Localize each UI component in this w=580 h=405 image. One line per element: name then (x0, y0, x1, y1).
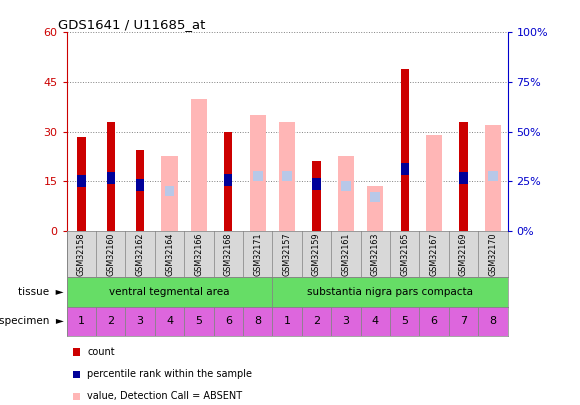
Text: 8: 8 (254, 316, 261, 326)
Text: 5: 5 (195, 316, 202, 326)
Bar (426, 135, 442, 231)
Bar (107, 172, 115, 184)
Text: ventral tegmental area: ventral tegmental area (109, 287, 230, 297)
Text: percentile rank within the sample: percentile rank within the sample (87, 369, 252, 379)
Bar (67, 307, 96, 336)
Text: substantia nigra pars compacta: substantia nigra pars compacta (307, 287, 473, 297)
Bar (107, 122, 115, 231)
Bar (67, 277, 273, 307)
Text: GSM32161: GSM32161 (342, 232, 350, 276)
Text: specimen  ►: specimen ► (0, 316, 64, 326)
Text: GSM32171: GSM32171 (253, 232, 262, 276)
Text: GSM32163: GSM32163 (371, 232, 380, 276)
Bar (449, 307, 478, 336)
Text: tissue  ►: tissue ► (18, 287, 64, 297)
Text: 6: 6 (430, 316, 437, 326)
Text: GDS1641 / U11685_at: GDS1641 / U11685_at (58, 18, 205, 31)
Bar (361, 307, 390, 336)
Bar (165, 186, 175, 196)
Bar (367, 186, 383, 231)
Bar (331, 307, 361, 336)
Text: GSM32164: GSM32164 (165, 232, 174, 276)
Bar (96, 307, 125, 336)
Bar (390, 307, 419, 336)
Text: GSM32169: GSM32169 (459, 232, 468, 276)
Text: value, Detection Call = ABSENT: value, Detection Call = ABSENT (87, 392, 242, 401)
Text: GSM32168: GSM32168 (224, 232, 233, 276)
Bar (184, 307, 213, 336)
Bar (419, 307, 449, 336)
Bar (370, 192, 380, 202)
Bar (282, 171, 292, 181)
Bar (341, 181, 351, 191)
Text: GSM32160: GSM32160 (106, 232, 115, 276)
Text: GSM32159: GSM32159 (312, 232, 321, 276)
Bar (213, 307, 243, 336)
Bar (249, 115, 266, 231)
Text: 4: 4 (166, 316, 173, 326)
Bar (77, 136, 85, 231)
Bar (459, 122, 467, 231)
Text: 2: 2 (107, 316, 114, 326)
Bar (224, 174, 233, 186)
Bar (125, 307, 155, 336)
Bar (136, 150, 144, 231)
Bar (273, 277, 508, 307)
Text: 1: 1 (284, 316, 291, 326)
Bar (279, 122, 295, 231)
Bar (302, 307, 331, 336)
Bar (313, 161, 321, 231)
Text: GSM32170: GSM32170 (488, 232, 497, 276)
Bar (136, 179, 144, 191)
Bar (224, 132, 233, 231)
Text: 3: 3 (137, 316, 144, 326)
Text: 4: 4 (372, 316, 379, 326)
Bar (478, 307, 508, 336)
Bar (401, 163, 409, 175)
Bar (243, 307, 273, 336)
Text: 3: 3 (342, 316, 349, 326)
Text: 6: 6 (225, 316, 232, 326)
Bar (155, 307, 184, 336)
Text: GSM32158: GSM32158 (77, 232, 86, 276)
Text: 5: 5 (401, 316, 408, 326)
Bar (161, 156, 177, 231)
Bar (273, 307, 302, 336)
Text: 7: 7 (460, 316, 467, 326)
Bar (459, 172, 467, 184)
Text: 1: 1 (78, 316, 85, 326)
Bar (253, 171, 263, 181)
Text: GSM32165: GSM32165 (400, 232, 409, 276)
Text: count: count (87, 347, 115, 357)
Text: GSM32166: GSM32166 (194, 232, 204, 276)
Bar (77, 175, 85, 187)
Text: 8: 8 (490, 316, 496, 326)
Text: GSM32167: GSM32167 (430, 232, 438, 276)
Text: GSM32157: GSM32157 (282, 232, 292, 276)
Bar (401, 69, 409, 231)
Text: GSM32162: GSM32162 (136, 232, 144, 276)
Bar (338, 156, 354, 231)
Bar (313, 178, 321, 190)
Bar (488, 171, 498, 181)
Bar (191, 98, 207, 231)
Bar (485, 125, 501, 231)
Text: 2: 2 (313, 316, 320, 326)
